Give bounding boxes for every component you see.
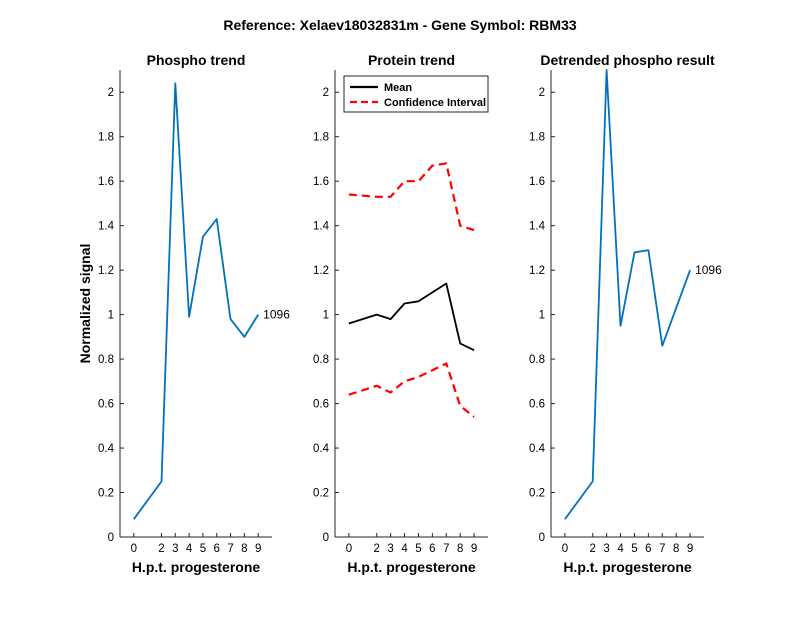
y-tick-label: 0.4 xyxy=(529,443,546,455)
legend-label: Confidence Interval xyxy=(384,97,486,109)
legend-box xyxy=(343,75,489,113)
panel-title: Detrended phospho result xyxy=(540,52,715,68)
y-tick-label: 0.4 xyxy=(313,443,330,455)
x-tick-label: 2 xyxy=(590,543,596,555)
x-tick-label: 2 xyxy=(158,543,164,555)
y-tick-label: 2 xyxy=(323,87,329,99)
y-tick-label: 0.2 xyxy=(98,488,114,500)
x-tick-label: 5 xyxy=(200,543,206,555)
x-tick-label: 8 xyxy=(673,543,679,555)
y-tick-label: 1.8 xyxy=(529,132,545,144)
panels-group: 00.20.40.60.811.21.41.61.820 2 3 4 5 6 7 8 9Phos… xyxy=(77,52,722,575)
legend: Mean Confidence Interval xyxy=(343,75,489,113)
x-tick-label: 7 xyxy=(227,543,233,555)
y-tick-label: 0.6 xyxy=(529,399,545,411)
x-axis-label: H.p.t. progesterone xyxy=(132,559,261,575)
figure-title: Reference: Xelaev18032831m - Gene Symbol… xyxy=(223,17,576,33)
series-mean xyxy=(348,282,475,352)
y-tick-label: 1.2 xyxy=(529,265,545,277)
y-tick-label: 1.4 xyxy=(98,221,115,233)
y-tick-label: 0.6 xyxy=(98,399,114,411)
y-tick-label: 0 xyxy=(539,532,545,544)
y-tick-label: 1.8 xyxy=(313,132,329,144)
y-tick-label: 1.6 xyxy=(313,176,329,188)
panel-title: Phospho trend xyxy=(147,52,246,68)
series-end-label: 1096 xyxy=(695,263,722,277)
series-end-label: 1096 xyxy=(263,308,290,322)
y-tick-label: 1.6 xyxy=(98,176,114,188)
series-line xyxy=(133,82,259,520)
y-tick-label: 0.2 xyxy=(313,488,329,500)
x-tick-label: 6 xyxy=(429,543,435,555)
y-tick-label: 2 xyxy=(108,87,114,99)
y-tick-label: 0 xyxy=(323,532,329,544)
y-tick-label: 1 xyxy=(108,310,114,322)
y-tick-label: 0.6 xyxy=(313,399,329,411)
y-tick-label: 0 xyxy=(108,532,114,544)
y-tick-label: 1.4 xyxy=(313,221,330,233)
x-tick-label: 4 xyxy=(401,543,408,555)
x-tick-label: 4 xyxy=(617,543,624,555)
y-tick-label: 0.2 xyxy=(529,488,545,500)
x-axis-label: H.p.t. progesterone xyxy=(347,559,476,575)
x-tick-label: 5 xyxy=(631,543,637,555)
x-tick-label: 8 xyxy=(241,543,247,555)
y-tick-label: 1 xyxy=(539,310,545,322)
y-tick-label: 0.8 xyxy=(529,354,545,366)
x-tick-label: 6 xyxy=(214,543,220,555)
panel-3: 00.20.40.60.811.21.41.61.820 2 3 4 5 6 7 8 9Detr… xyxy=(529,52,722,575)
series-line xyxy=(564,69,691,520)
x-tick-label: 9 xyxy=(255,543,261,555)
series-confidence-interval xyxy=(348,162,475,232)
x-tick-label: 6 xyxy=(645,543,651,555)
x-tick-label: 4 xyxy=(186,543,193,555)
panel-title: Protein trend xyxy=(368,52,455,68)
x-tick-label: 2 xyxy=(374,543,380,555)
y-tick-label: 1.8 xyxy=(98,132,114,144)
x-tick-label: 8 xyxy=(457,543,463,555)
x-tick-label: 0 xyxy=(346,543,352,555)
y-tick-label: 1 xyxy=(323,310,329,322)
series-confidence-interval-lower xyxy=(348,362,475,418)
x-axis-label: H.p.t. progesterone xyxy=(563,559,692,575)
panel-1: 00.20.40.60.811.21.41.61.820 2 3 4 5 6 7 8 9Phos… xyxy=(77,52,290,575)
x-tick-label: 9 xyxy=(471,543,477,555)
y-tick-label: 0.4 xyxy=(98,443,115,455)
x-tick-label: 9 xyxy=(687,543,693,555)
y-tick-label: 1.4 xyxy=(529,221,546,233)
y-tick-label: 0.8 xyxy=(98,354,114,366)
x-tick-label: 0 xyxy=(131,543,137,555)
x-tick-label: 7 xyxy=(443,543,449,555)
x-tick-label: 0 xyxy=(562,543,568,555)
x-tick-label: 3 xyxy=(172,543,178,555)
panel-2: 00.20.40.60.811.21.41.61.820 2 3 4 5 6 7 8 9Prot… xyxy=(313,52,489,575)
y-tick-label: 1.2 xyxy=(98,265,114,277)
y-tick-label: 1.2 xyxy=(313,265,329,277)
x-tick-label: 7 xyxy=(659,543,665,555)
y-tick-label: 2 xyxy=(539,87,545,99)
legend-label: Mean xyxy=(384,82,412,94)
y-axis-label: Normalized signal xyxy=(77,244,93,364)
x-tick-label: 3 xyxy=(603,543,609,555)
x-tick-label: 3 xyxy=(387,543,393,555)
x-tick-label: 5 xyxy=(415,543,421,555)
y-tick-label: 0.8 xyxy=(313,354,329,366)
y-tick-label: 1.6 xyxy=(529,176,545,188)
